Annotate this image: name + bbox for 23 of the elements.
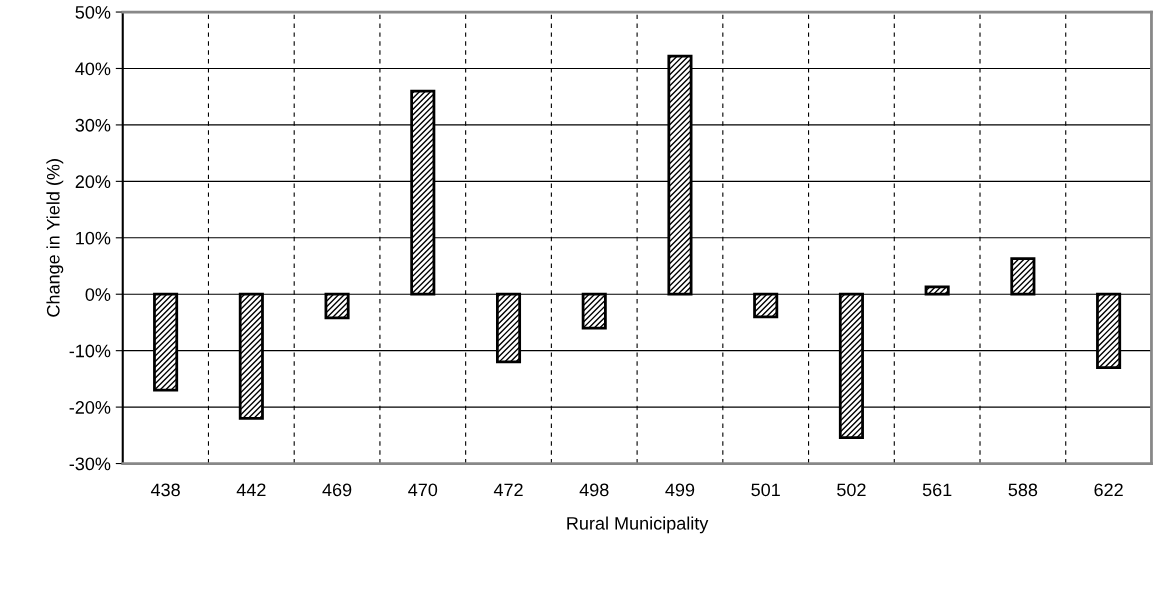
x-tick-label: 498 [579,483,609,497]
x-tick-label: 561 [922,483,952,497]
x-tick-label: 438 [150,483,180,497]
x-tick-label: 501 [751,483,780,497]
y-tick-label: -30% [69,457,111,471]
x-tick-label: 472 [493,483,523,497]
y-tick-label: 40% [75,62,111,76]
y-tick-label: 10% [76,231,111,245]
x-tick-label: 442 [236,483,266,497]
x-axis-title: Rural Municipality [567,516,709,534]
y-tick-label: 50% [75,5,111,19]
y-axis-title: Change in Yield (%) [46,159,64,317]
y-tick-label: -10% [69,344,111,358]
y-tick-label: 0% [85,288,111,301]
x-tick-label: 499 [665,483,695,497]
x-tick-label: 469 [322,483,352,497]
x-tick-label: 588 [1008,483,1038,497]
y-tick-label: -20% [69,401,111,414]
y-tick-label: 20% [75,175,111,189]
y-tick-label: 30% [75,118,111,132]
x-tick-label: 502 [837,483,866,497]
x-tick-label: 622 [1094,483,1123,497]
x-tick-label: 470 [408,483,438,497]
